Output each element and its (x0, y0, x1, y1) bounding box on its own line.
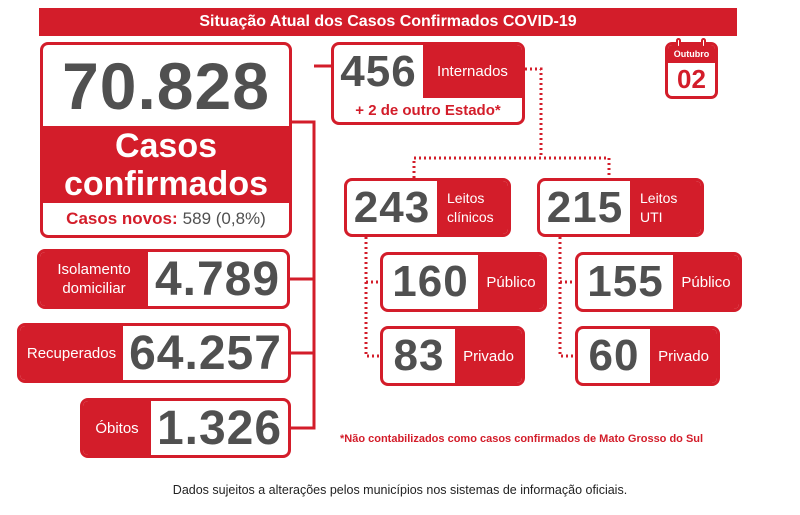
icu-private-value: 60 (588, 331, 640, 380)
clinical-beds-card: 243 Leitos clínicos (344, 178, 511, 237)
new-cases: Casos novos: 589 (0,8%) (43, 203, 289, 235)
icu-private-card: 60 Privado (575, 326, 720, 386)
icu-public-card: 155 Público (575, 252, 742, 312)
confirmed-label-line1: Casos (114, 126, 218, 165)
calendar-ring-left (676, 38, 681, 48)
home-isolation-label-line1: Isolamento (57, 261, 131, 278)
page-title: Situação Atual dos Casos Confirmados COV… (39, 8, 737, 36)
clinical-beds-label-line2: clínicos (447, 208, 494, 225)
clinical-private-card: 83 Privado (380, 326, 525, 386)
calendar-ring-right (701, 38, 706, 48)
icu-beds-value: 215 (546, 182, 624, 232)
clinical-beds-label: Leitos clínicos (437, 181, 508, 234)
hospitalized-card: 456 Internados + 2 de outro Estado* (331, 42, 525, 125)
recovered-label: Recuperados (20, 326, 123, 380)
home-isolation-value: 4.789 (154, 252, 281, 306)
clinical-private-value: 83 (393, 331, 445, 380)
icu-beds-label-line2: UTI (640, 208, 663, 225)
home-isolation-label-line2: domiciliar (62, 280, 126, 297)
confirmed-cases-label: Casos confirmados (43, 126, 289, 203)
calendar-icon: Outubro 02 (665, 42, 718, 99)
icu-beds-label: Leitos UTI (630, 181, 701, 234)
deaths-card: Óbitos 1.326 (80, 398, 291, 458)
home-isolation-card: Isolamento domiciliar 4.789 (37, 249, 290, 309)
hospitalized-label: Internados (423, 45, 522, 98)
clinical-public-label: Público (478, 255, 544, 309)
icu-private-label: Privado (650, 329, 717, 383)
clinical-beds-label-line1: Leitos (447, 189, 485, 206)
calendar-day: 02 (677, 64, 706, 94)
confirmed-cases-card: 70.828 Casos confirmados Casos novos: 58… (40, 42, 292, 238)
clinical-private-label: Privado (455, 329, 522, 383)
deaths-value: 1.326 (156, 401, 283, 455)
other-state-note: + 2 de outro Estado* (355, 101, 501, 119)
icu-public-value: 155 (587, 257, 664, 306)
deaths-label: Óbitos (83, 401, 151, 455)
footer-disclaimer: Dados sujeitos a alterações pelos municí… (172, 483, 628, 497)
new-cases-label: Casos novos: (66, 209, 178, 228)
icu-public-label: Público (673, 255, 739, 309)
calendar-month: Outubro (668, 45, 715, 63)
clinical-beds-value: 243 (353, 182, 431, 232)
recovered-card: Recuperados 64.257 (17, 323, 291, 383)
clinical-public-card: 160 Público (380, 252, 547, 312)
recovered-value: 64.257 (129, 326, 282, 380)
new-cases-value: 589 (0,8%) (182, 209, 266, 228)
confirmed-cases-value: 70.828 (62, 48, 270, 123)
icu-beds-card: 215 Leitos UTI (537, 178, 704, 237)
footnote: *Não contabilizados como casos confirmad… (340, 433, 704, 445)
hospitalized-value: 456 (340, 46, 417, 96)
confirmed-label-line2: confirmados (63, 164, 269, 203)
icu-beds-label-line1: Leitos (640, 189, 678, 206)
clinical-public-value: 160 (392, 257, 469, 306)
home-isolation-label: Isolamento domiciliar (40, 252, 148, 306)
